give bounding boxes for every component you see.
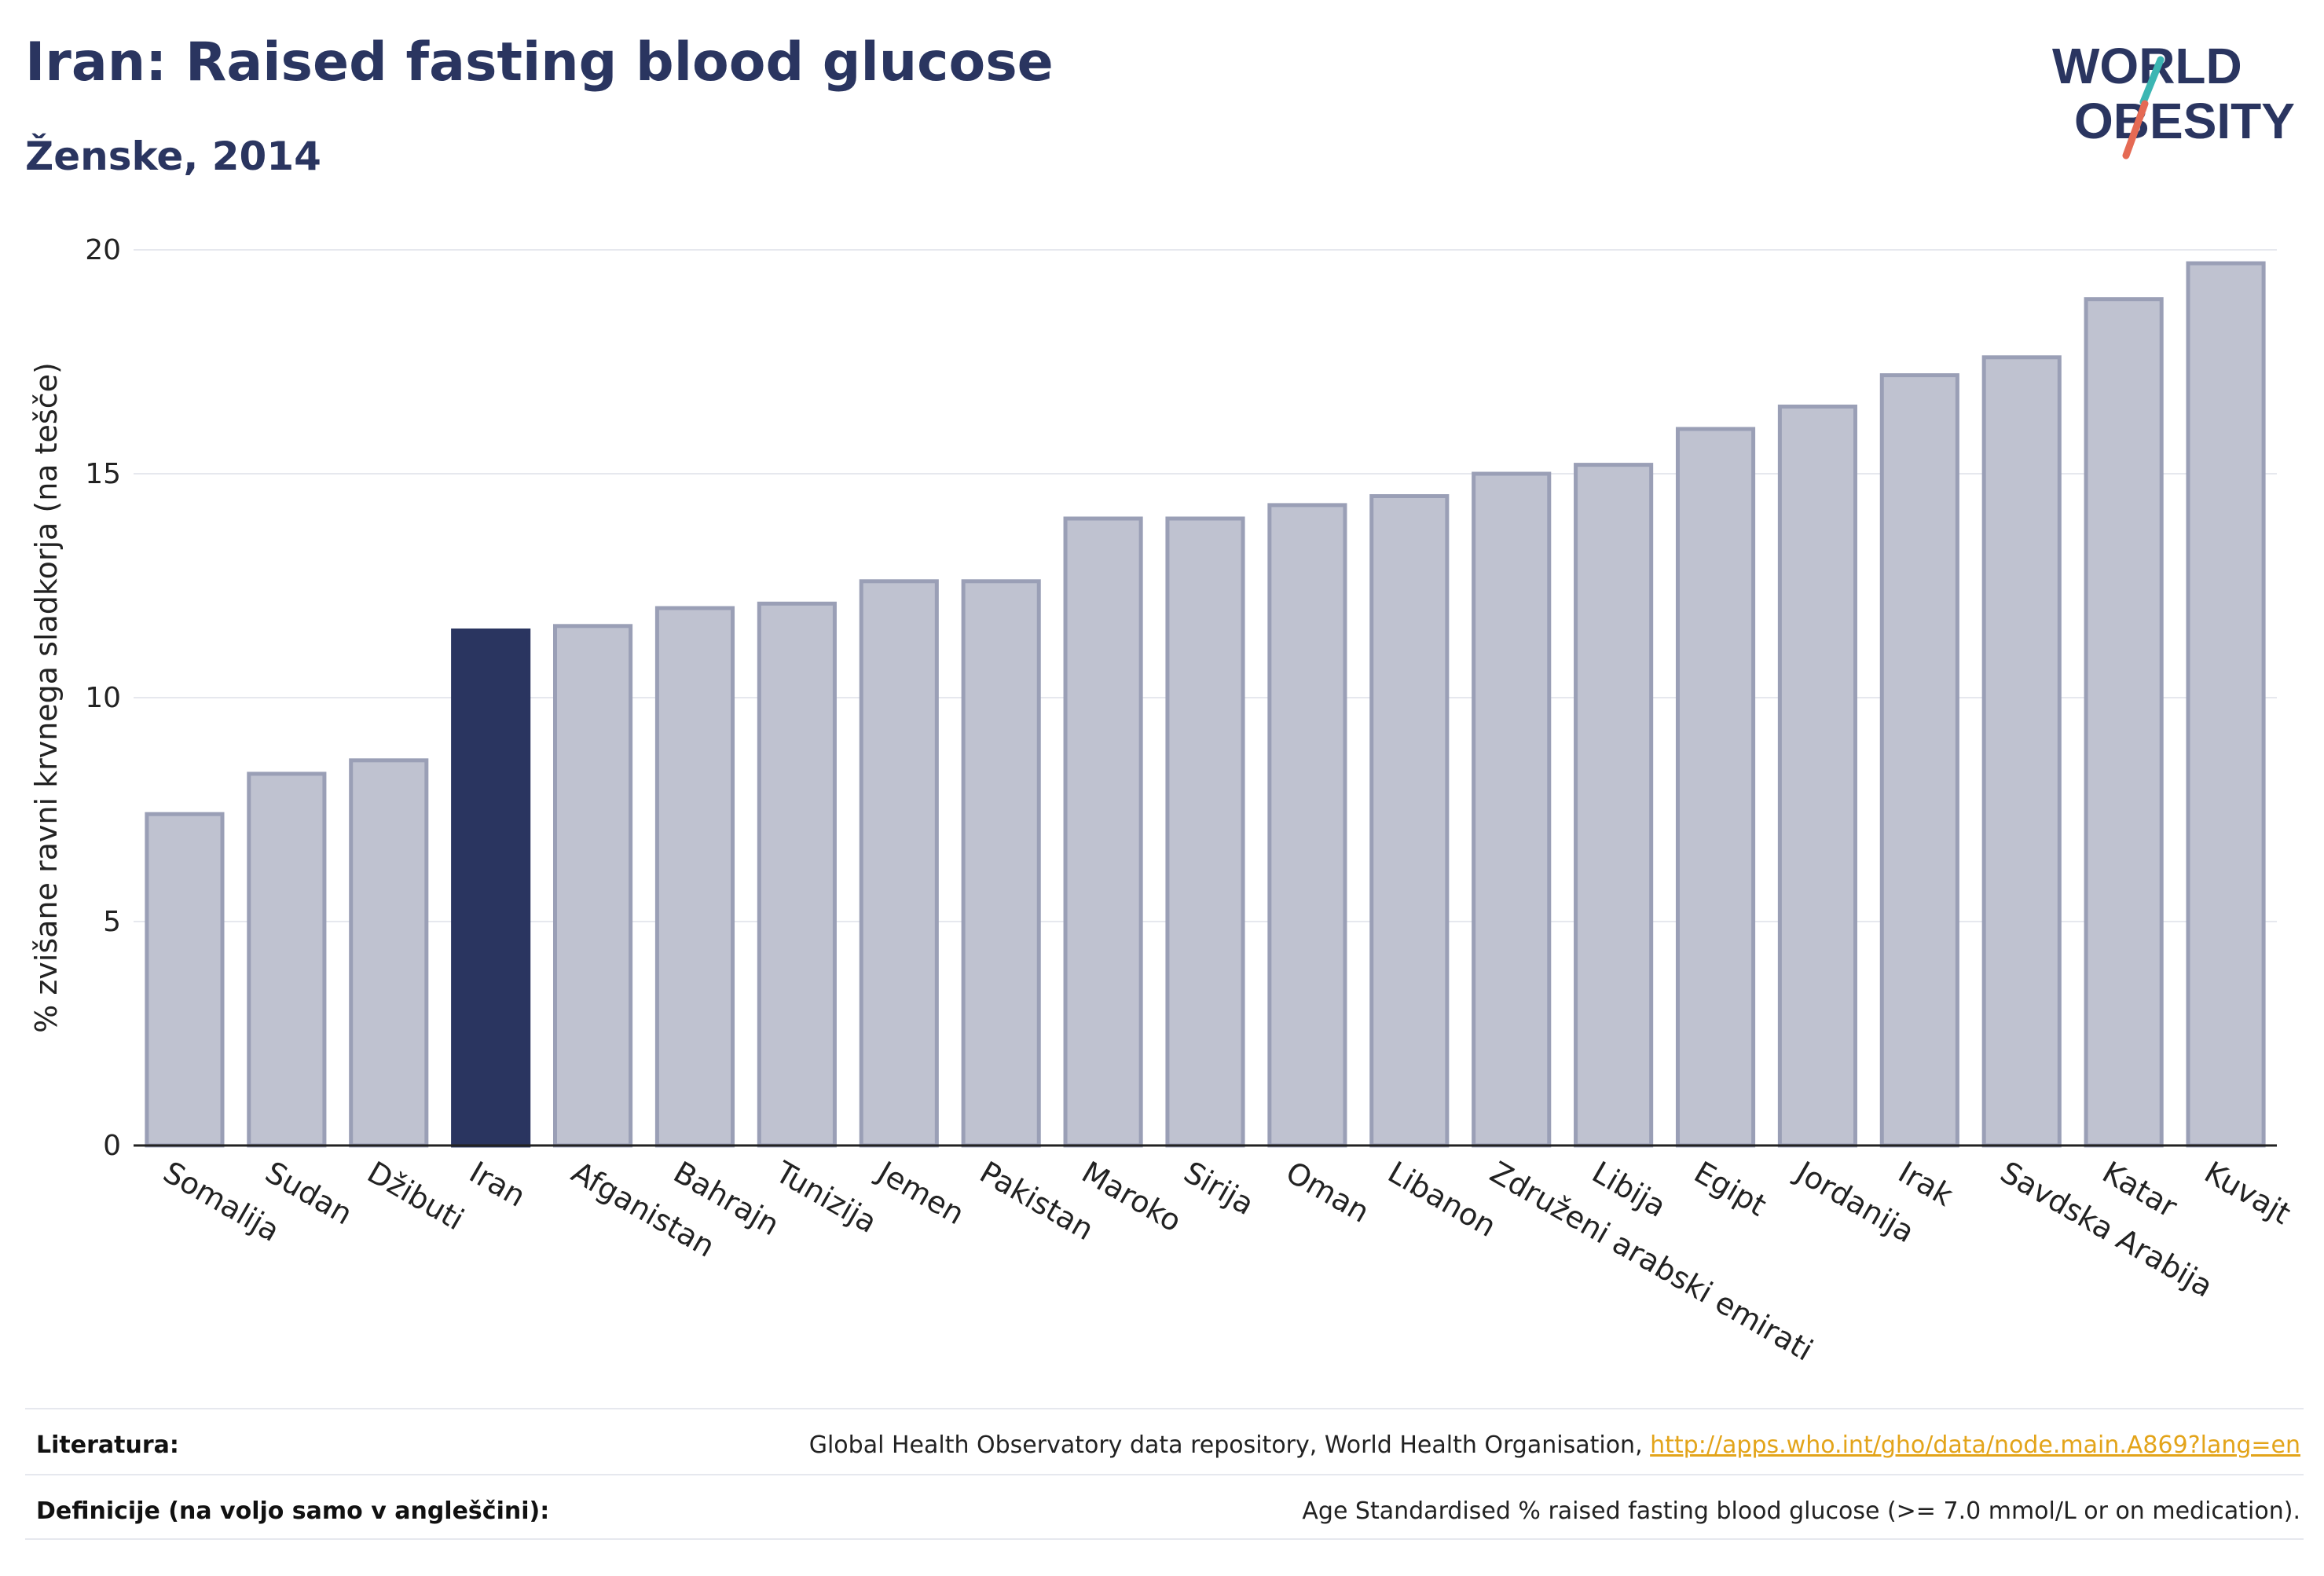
y-tick-label: 0 <box>103 1130 121 1162</box>
logo-slash-teal <box>2139 56 2165 106</box>
y-tick-label: 5 <box>103 906 121 938</box>
literature-value: Global Health Observatory data repositor… <box>809 1431 2300 1459</box>
bar-6 <box>757 601 837 1148</box>
bar-13 <box>1472 471 1552 1148</box>
definitions-label: Definicije (na voljo samo v angleščini): <box>36 1497 550 1525</box>
x-tick-label: Tunizija <box>769 1154 883 1240</box>
x-tick-label: Somalija <box>157 1155 285 1248</box>
bar-20 <box>2186 261 2266 1148</box>
x-tick-label: Egipt <box>1688 1155 1772 1223</box>
x-tick-label: Jordanija <box>1789 1154 1920 1250</box>
world-obesity-logo: WORLD OBESITY <box>2052 38 2295 159</box>
bar-9 <box>1063 516 1143 1148</box>
bar-chart: 0 5 10 15 20 % zvišane ravni krvnega sladkorj… <box>29 234 2297 1368</box>
x-tick-label: Jemen <box>871 1154 970 1232</box>
x-tick-label: Oman <box>1280 1155 1375 1230</box>
logo-slash-coral <box>2122 100 2149 159</box>
bar-1 <box>247 772 327 1148</box>
bar-0 <box>145 812 225 1148</box>
x-tick-label: Pakistan <box>974 1155 1100 1248</box>
definitions-text: Age Standardised % raised fasting blood … <box>1302 1497 2300 1525</box>
x-tick-label: Kuvajt <box>2199 1155 2297 1231</box>
bar-17 <box>1879 373 1959 1148</box>
bar-18 <box>1981 355 2062 1148</box>
x-tick-label: Libanon <box>1382 1155 1501 1244</box>
x-tick-label: Iran <box>464 1155 531 1214</box>
logo-line2: OBESITY <box>2074 93 2295 149</box>
chart-title: Iran: Raised fasting blood glucose <box>25 31 1054 93</box>
y-tick-label: 10 <box>85 682 121 714</box>
bar-11 <box>1267 503 1347 1148</box>
literature-link[interactable]: http://apps.who.int/gho/data/node.main.A… <box>1650 1431 2300 1459</box>
footer-divider-top <box>25 1408 2304 1409</box>
bar-12 <box>1369 494 1450 1148</box>
bar-3 <box>451 629 531 1148</box>
bar-8 <box>961 579 1041 1148</box>
footer-divider-middle <box>25 1474 2304 1475</box>
bar-7 <box>859 579 939 1148</box>
y-tick-label: 15 <box>85 458 121 490</box>
x-tick-label: Sirija <box>1178 1155 1260 1222</box>
bar-16 <box>1777 405 1857 1148</box>
y-axis-label: % zvišane ravni krvnega sladkorja (na te… <box>29 362 64 1033</box>
bar-4 <box>553 624 633 1148</box>
y-tick-label: 20 <box>85 234 121 266</box>
bar-5 <box>654 606 735 1148</box>
x-tick-label: Džibuti <box>361 1155 470 1237</box>
footer-divider-bottom <box>25 1538 2304 1540</box>
chart-subtitle: Ženske, 2014 <box>25 134 321 179</box>
bar-19 <box>2084 297 2164 1148</box>
literature-text: Global Health Observatory data repositor… <box>808 1431 1651 1459</box>
x-tick-label: Irak <box>1893 1155 1959 1213</box>
literature-label: Literatura: <box>36 1431 179 1459</box>
bar-10 <box>1165 516 1245 1148</box>
bar-14 <box>1574 463 1654 1148</box>
bar-15 <box>1675 427 1756 1148</box>
bar-2 <box>349 758 429 1148</box>
